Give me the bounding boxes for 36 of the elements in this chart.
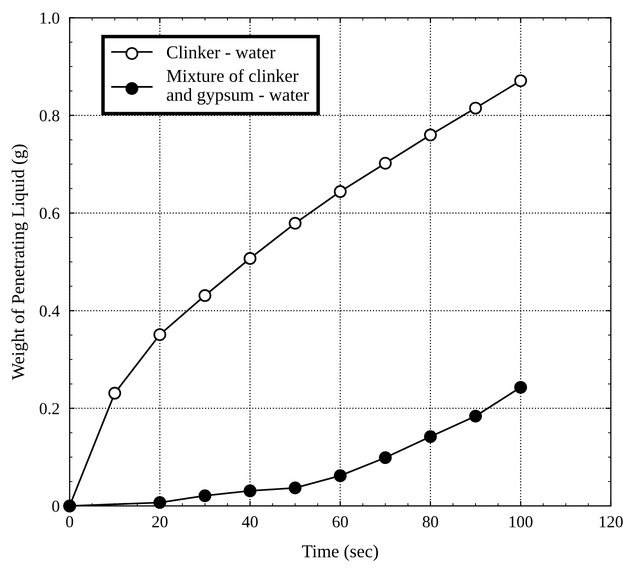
- x-tick-label: 100: [510, 516, 533, 528]
- point: [153, 496, 166, 509]
- legend-label: Mixture of clinker and gypsum - water: [166, 69, 309, 105]
- y-axis-title: Weight of Penetrating Liquid (g): [11, 144, 28, 380]
- x-tick-label: 80: [422, 516, 438, 528]
- legend-label: Clinker - water: [166, 46, 276, 58]
- point: [514, 74, 528, 88]
- point: [153, 328, 166, 341]
- point: [424, 430, 437, 444]
- point: [514, 380, 528, 394]
- point: [469, 102, 482, 114]
- point: [288, 482, 302, 494]
- x-tick-label: 40: [242, 516, 258, 528]
- point: [378, 156, 392, 170]
- point: [378, 451, 392, 464]
- point: [334, 469, 347, 482]
- x-axis-title: Time (sec): [302, 544, 378, 562]
- y-tick-label: 0: [52, 500, 60, 512]
- y-tick-label: 0.6: [40, 208, 60, 220]
- y-tick-label: 0.4: [40, 305, 60, 317]
- y-tick-label: 0.2: [40, 403, 59, 414]
- point: [108, 386, 122, 400]
- point: [469, 410, 482, 423]
- y-tick-label: 0.8: [40, 110, 60, 122]
- point: [424, 128, 437, 142]
- x-tick-label: 0: [66, 516, 74, 528]
- point: [244, 252, 256, 265]
- y-tick-label: 1.0: [40, 12, 60, 24]
- x-tick-label: 60: [332, 516, 348, 528]
- point: [334, 185, 347, 198]
- point: [198, 289, 212, 302]
- point: [244, 484, 256, 498]
- x-tick-label: 20: [152, 516, 168, 528]
- x-tick-label: 120: [600, 516, 623, 528]
- point: [288, 216, 302, 230]
- point: [198, 489, 212, 502]
